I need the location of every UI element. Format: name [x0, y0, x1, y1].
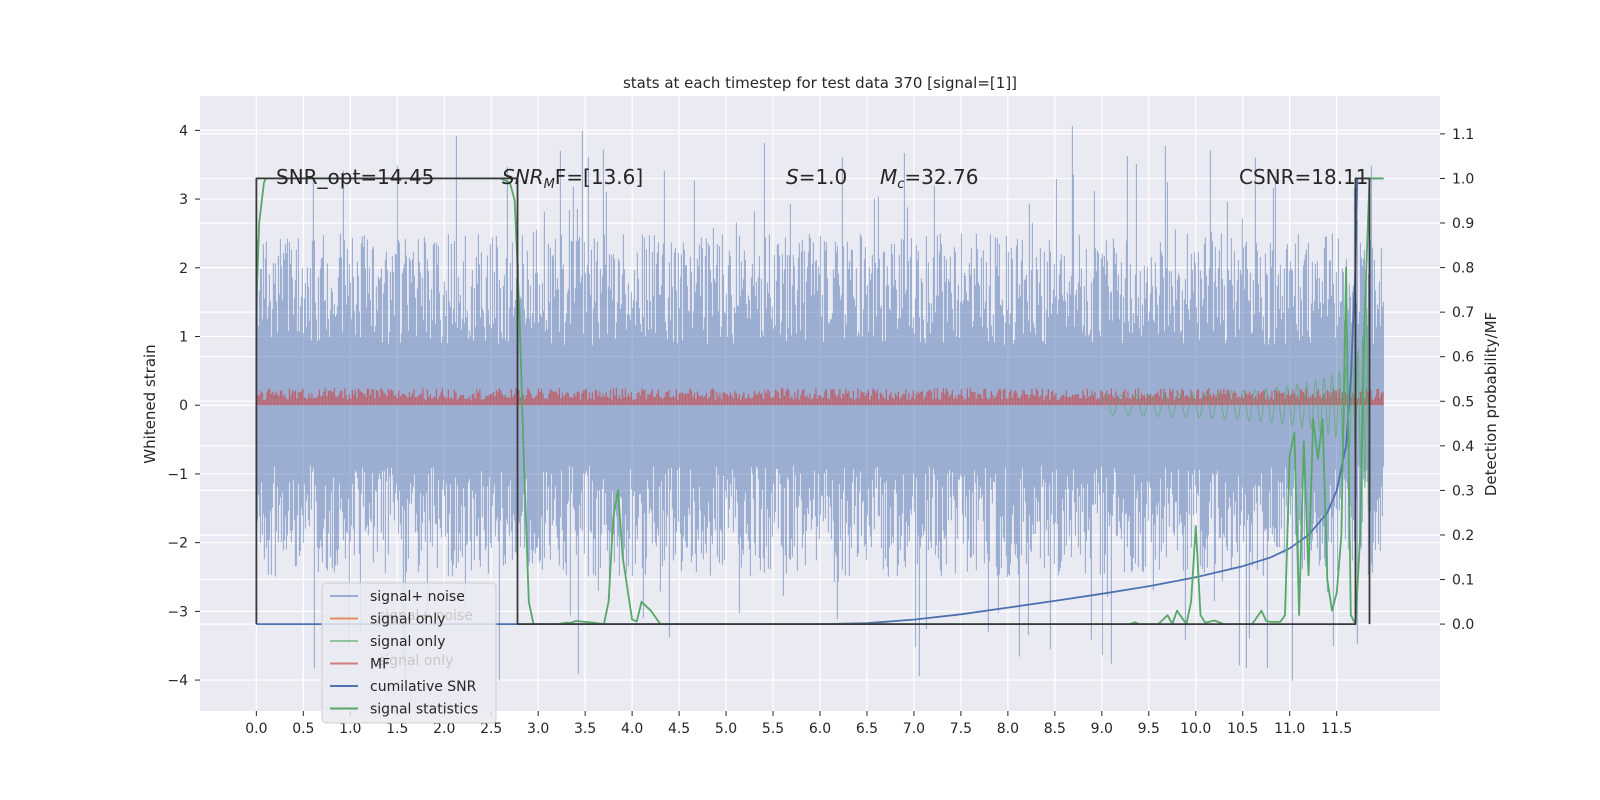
legend-ghost-label: signal+ noise	[378, 608, 473, 624]
annotations: SNR_opt=14.45 SNRMF=[13.6] S=1.0 Mc=32.7…	[276, 165, 1369, 192]
left-y-axis-ticks: 4 3 2 1 0 −1 −2 −3 −4	[167, 123, 200, 689]
y-left-tick-label: 1	[179, 330, 188, 346]
x-tick-label: 3.0	[527, 721, 549, 737]
x-tick-label: 5.5	[762, 721, 784, 737]
legend-label: signal+ noise	[370, 589, 465, 605]
y-right-tick-label: 1.0	[1452, 171, 1474, 187]
detection-step-line	[255, 177, 1371, 625]
y-right-tick-label: 0.4	[1452, 439, 1474, 455]
x-tick-label: 11.5	[1321, 721, 1352, 737]
annotation-csnr: CSNR=18.11	[1239, 165, 1369, 189]
y-left-tick-label: −3	[167, 604, 188, 620]
y-right-tick-label: 0.0	[1452, 617, 1474, 633]
x-tick-label: 9.0	[1091, 721, 1113, 737]
annotation-s-value: =1.0	[799, 165, 848, 189]
x-tick-label: 7.0	[903, 721, 925, 737]
legend-label: signal statistics	[370, 702, 478, 718]
x-tick-label: 2.5	[480, 721, 502, 737]
x-axis-ticks: 0.0 0.5 1.0 1.5 2.0 2.5 3.0 3.5 4.0 4.5 5.0 5.5 6.0 6…	[245, 711, 1352, 737]
annotation-snr-mf-main: SNR	[502, 165, 544, 189]
x-tick-label: 0.5	[292, 721, 314, 737]
x-tick-label: 0.0	[245, 721, 267, 737]
left-axis-label: Whitened strain	[141, 344, 159, 463]
y-right-tick-label: 0.8	[1452, 261, 1474, 277]
annotation-mc-value: =32.76	[904, 165, 978, 189]
x-tick-label: 6.0	[809, 721, 831, 737]
y-left-tick-label: 4	[179, 123, 188, 139]
right-y-axis-ticks: 1.1 1.0 0.9 0.8 0.7 0.6 0.5 0.4 0.3 0.2 0.1 0.0	[1440, 127, 1474, 633]
signal-only-line	[1101, 307, 1370, 512]
y-right-tick-label: 1.1	[1452, 127, 1474, 143]
y-right-tick-label: 0.2	[1452, 528, 1474, 544]
y-right-tick-label: 0.1	[1452, 573, 1474, 589]
legend-label: cumilative SNR	[370, 679, 477, 695]
y-left-tick-label: 2	[179, 261, 188, 277]
x-tick-label: 1.0	[339, 721, 361, 737]
x-tick-label: 7.5	[950, 721, 972, 737]
x-tick-label: 5.0	[715, 721, 737, 737]
annotation-snr-mf: SNRMF=[13.6]	[502, 165, 643, 192]
x-tick-label: 6.5	[856, 721, 878, 737]
y-left-tick-label: −4	[167, 673, 188, 689]
x-tick-label: 11.0	[1274, 721, 1305, 737]
x-tick-label: 10.5	[1227, 721, 1258, 737]
legend-label: MF	[370, 657, 390, 673]
x-tick-label: 9.5	[1138, 721, 1160, 737]
annotation-snr-mf-sub: M	[544, 177, 555, 192]
x-tick-label: 8.0	[997, 721, 1019, 737]
x-tick-label: 4.5	[668, 721, 690, 737]
y-right-tick-label: 0.5	[1452, 394, 1474, 410]
x-tick-label: 10.0	[1180, 721, 1211, 737]
y-right-tick-label: 0.9	[1452, 216, 1474, 232]
x-tick-label: 4.0	[621, 721, 643, 737]
right-axis-label: Detection probability/MF	[1482, 312, 1500, 496]
chart-title: stats at each timestep for test data 370…	[623, 74, 1017, 92]
y-left-tick-label: 0	[179, 398, 188, 414]
annotation-mc-italic: M	[880, 165, 897, 189]
chirp-series	[1101, 307, 1370, 512]
y-left-tick-label: −1	[167, 467, 188, 483]
y-right-tick-label: 0.3	[1452, 483, 1474, 499]
legend-ghost-labels: signal+ noise signal only	[378, 608, 473, 669]
x-tick-label: 2.0	[433, 721, 455, 737]
legend-label: signal only	[370, 634, 445, 650]
annotation-mc: Mc=32.76	[880, 165, 978, 192]
legend-label: signal only	[370, 612, 445, 628]
y-right-tick-label: 0.7	[1452, 305, 1474, 321]
annotation-mc-sub: c	[897, 177, 904, 192]
x-tick-label: 3.5	[574, 721, 596, 737]
annotation-s-italic: S	[786, 165, 799, 189]
annotation-s: S=1.0	[786, 165, 847, 189]
y-left-tick-label: 3	[179, 192, 188, 208]
legend-box	[321, 582, 497, 724]
x-tick-label: 8.5	[1044, 721, 1066, 737]
legend-ghost-label: signal only	[378, 653, 453, 669]
y-left-tick-label: −2	[167, 536, 188, 552]
annotation-snr-mf-tail: F=[13.6]	[555, 165, 643, 189]
x-tick-label: 1.5	[386, 721, 408, 737]
annotation-snr-opt: SNR_opt=14.45	[276, 165, 434, 189]
line-series	[255, 177, 1384, 625]
cumilative-snr-line	[256, 177, 1384, 625]
y-right-tick-label: 0.6	[1452, 350, 1474, 366]
